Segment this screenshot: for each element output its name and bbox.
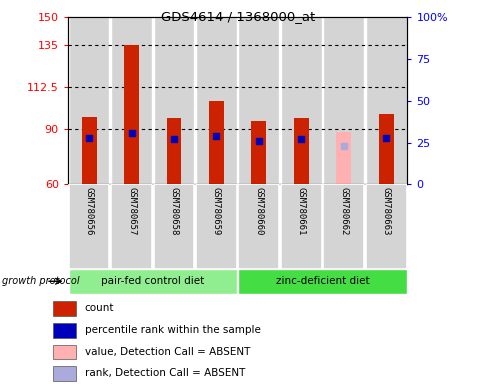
- Bar: [365, 17, 406, 184]
- Text: pair-fed control diet: pair-fed control diet: [101, 276, 204, 286]
- Bar: [365, 184, 406, 269]
- Bar: [323, 17, 363, 184]
- Bar: [196, 17, 236, 184]
- Bar: [323, 184, 363, 269]
- Bar: [53, 366, 76, 381]
- Text: GSM780662: GSM780662: [338, 187, 348, 235]
- Bar: [378, 114, 393, 184]
- Bar: [251, 121, 266, 184]
- Text: GSM780663: GSM780663: [381, 187, 390, 235]
- Text: GSM780661: GSM780661: [296, 187, 305, 235]
- Text: GSM780658: GSM780658: [169, 187, 178, 235]
- Bar: [153, 184, 194, 269]
- Text: GSM780656: GSM780656: [84, 187, 93, 235]
- Text: percentile rank within the sample: percentile rank within the sample: [85, 325, 260, 335]
- Text: value, Detection Call = ABSENT: value, Detection Call = ABSENT: [85, 347, 250, 357]
- Bar: [335, 132, 350, 184]
- Text: zinc-deficient diet: zinc-deficient diet: [275, 276, 369, 286]
- Bar: [111, 17, 151, 184]
- Bar: [69, 17, 109, 184]
- Text: GDS4614 / 1368000_at: GDS4614 / 1368000_at: [160, 10, 314, 23]
- Text: rank, Detection Call = ABSENT: rank, Detection Call = ABSENT: [85, 368, 244, 378]
- Text: GSM780659: GSM780659: [212, 187, 221, 235]
- Bar: [238, 184, 279, 269]
- Bar: [53, 345, 76, 359]
- Bar: [166, 118, 181, 184]
- Text: GSM780660: GSM780660: [254, 187, 263, 235]
- Bar: [280, 184, 321, 269]
- Bar: [111, 184, 151, 269]
- Text: count: count: [85, 303, 114, 313]
- Bar: [53, 301, 76, 316]
- Bar: [153, 17, 194, 184]
- Bar: [238, 17, 279, 184]
- Bar: [238, 269, 406, 294]
- Text: growth protocol: growth protocol: [2, 276, 80, 286]
- Bar: [196, 184, 236, 269]
- Bar: [69, 269, 236, 294]
- Bar: [293, 118, 308, 184]
- Bar: [280, 17, 321, 184]
- Bar: [81, 117, 96, 184]
- Text: GSM780657: GSM780657: [127, 187, 136, 235]
- Bar: [209, 101, 224, 184]
- Bar: [69, 184, 109, 269]
- Bar: [124, 45, 139, 184]
- Bar: [53, 323, 76, 338]
